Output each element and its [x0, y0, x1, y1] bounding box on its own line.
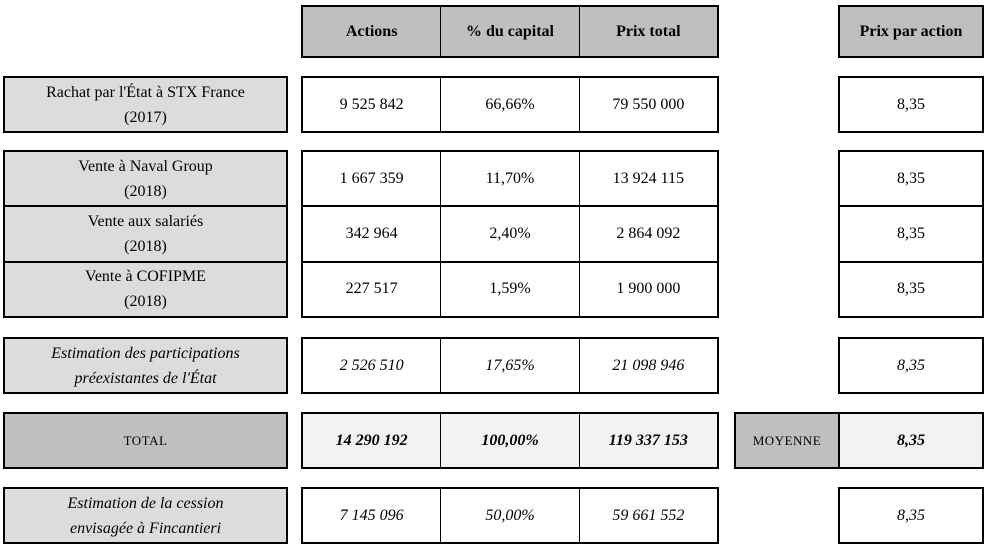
cell-prix-par-action: 8,35	[897, 95, 925, 113]
cell-actions: 227 517	[345, 280, 398, 298]
row-label-line1: Vente à Naval Group	[78, 157, 213, 175]
cell-capital: 11,70%	[440, 152, 578, 206]
header-prix-par-action-box: Prix par action	[838, 5, 984, 58]
row-label-naval-group: Vente à Naval Group (2018)	[5, 152, 286, 205]
row-label-salaries: Vente aux salariés (2018)	[5, 207, 286, 260]
row-price-participations-etat: 8,35	[838, 337, 984, 394]
moyenne-label: MOYENNE	[736, 414, 838, 467]
cell-capital: 1,59%	[440, 262, 578, 316]
cell-prix-total: 2 864 092	[578, 207, 717, 261]
row-label-line1: Rachat par l'État à STX France	[46, 83, 245, 101]
row-label-line2: (2017)	[124, 108, 167, 126]
row-label-line1: Vente aux salariés	[87, 212, 204, 230]
row-label-line2: préexistantes de l'État	[74, 369, 217, 387]
row-label-rachat-stx: Rachat par l'État à STX France (2017)	[3, 76, 288, 133]
cell-prix-total: 13 924 115	[578, 152, 717, 206]
cell-actions: 7 145 096	[339, 506, 404, 524]
header-prix-total: Prix total	[578, 7, 717, 56]
total-prix-total: 119 337 153	[578, 414, 717, 467]
cell-actions: 9 525 842	[339, 95, 404, 113]
row-label-cession-fincantieri: Estimation de la cession envisagée à Fin…	[3, 487, 288, 544]
row-label-line1: Vente à COFIPME	[85, 268, 206, 286]
cell-prix-par-action: 8,35	[897, 224, 925, 242]
cell-prix-total: 21 098 946	[578, 339, 717, 392]
table-header-group: Actions % du capital Prix total	[301, 5, 719, 58]
row-label-line2: (2018)	[124, 293, 167, 311]
row-data-participations-etat: 2 526 510 17,65% 21 098 946	[301, 337, 719, 394]
row-price-cession-fincantieri: 8,35	[838, 487, 984, 544]
row-label-line2: (2018)	[124, 237, 167, 255]
row-label-cofipme: Vente à COFIPME (2018)	[5, 263, 286, 316]
header-capital: % du capital	[440, 7, 578, 56]
cell-prix-total: 1 900 000	[578, 262, 717, 316]
header-actions: Actions	[345, 22, 398, 40]
rows-labels-ventes: Vente à Naval Group (2018) Vente aux sal…	[3, 150, 288, 318]
cell-capital: 50,00%	[440, 489, 578, 542]
moyenne-box: MOYENNE 8,35	[734, 412, 984, 469]
row-label-line2: envisagée à Fincantieri	[69, 519, 222, 537]
cell-actions: 1 667 359	[339, 169, 404, 187]
cell-actions: 2 526 510	[339, 356, 404, 374]
rows-data-ventes: 1 667 359 11,70% 13 924 115 342 964 2,40…	[301, 150, 719, 318]
cell-prix-total: 59 661 552	[578, 489, 717, 542]
row-label-line2: (2018)	[124, 182, 167, 200]
row-data-rachat-stx: 9 525 842 66,66% 79 550 000	[301, 76, 719, 133]
cell-actions: 342 964	[345, 224, 398, 242]
cell-prix-par-action: 8,35	[897, 280, 925, 298]
total-label-box: TOTAL	[3, 412, 288, 469]
total-label: TOTAL	[123, 433, 168, 448]
cell-prix-par-action: 8,35	[897, 356, 925, 374]
moyenne-value: 8,35	[838, 414, 982, 467]
total-actions: 14 290 192	[335, 431, 408, 449]
row-label-line1: Estimation de la cession	[67, 494, 224, 512]
header-prix-par-action: Prix par action	[859, 22, 963, 40]
rows-price-ventes: 8,35 8,35 8,35	[838, 150, 984, 318]
cell-capital: 17,65%	[440, 339, 578, 392]
cell-capital: 66,66%	[440, 78, 578, 131]
cell-capital: 2,40%	[440, 207, 578, 261]
row-data-cession-fincantieri: 7 145 096 50,00% 59 661 552	[301, 487, 719, 544]
total-capital: 100,00%	[440, 414, 578, 467]
cell-prix-par-action: 8,35	[897, 169, 925, 187]
cell-prix-total: 79 550 000	[578, 78, 717, 131]
total-data-box: 14 290 192 100,00% 119 337 153	[301, 412, 719, 469]
row-price-rachat-stx: 8,35	[838, 76, 984, 133]
row-label-line1: Estimation des participations	[51, 344, 240, 362]
cell-prix-par-action: 8,35	[897, 506, 925, 524]
row-label-participations-etat: Estimation des participations préexistan…	[3, 337, 288, 394]
